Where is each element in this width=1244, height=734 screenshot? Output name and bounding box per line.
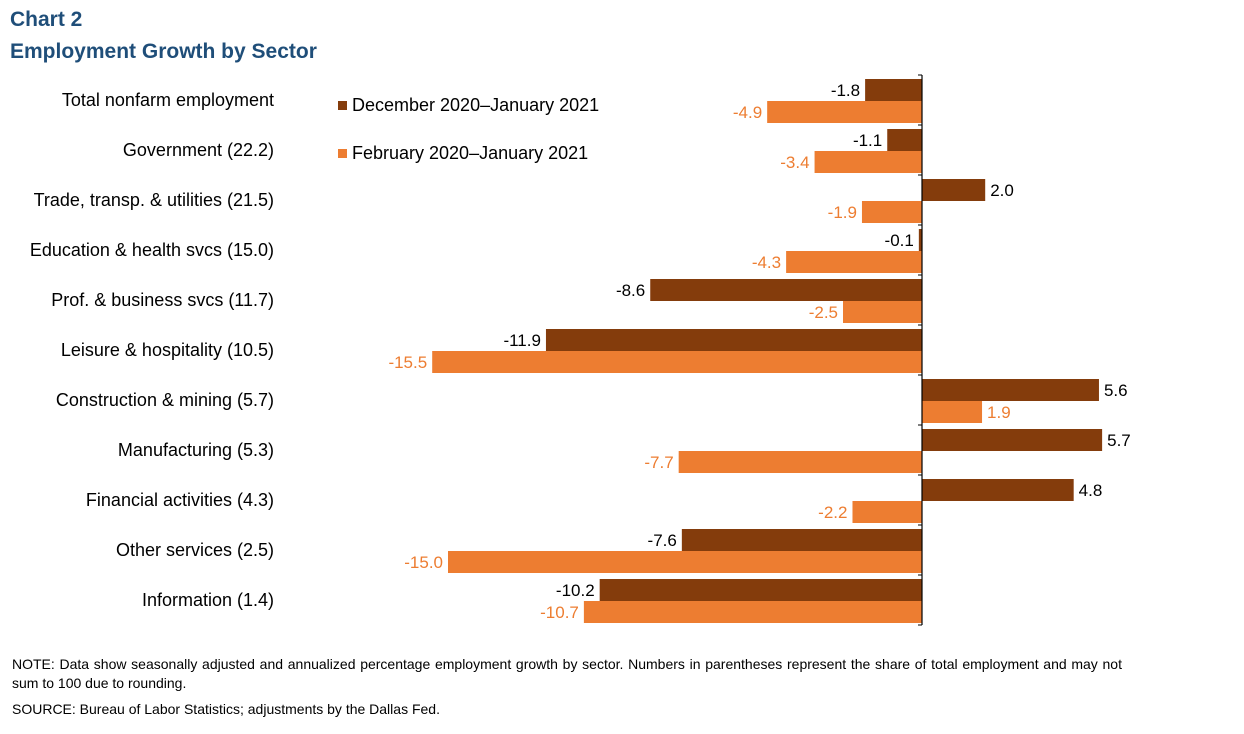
- data-label: -10.2: [556, 581, 595, 600]
- data-label: -15.0: [404, 553, 443, 572]
- data-label: -7.6: [648, 531, 677, 550]
- bar-series-1: [922, 179, 986, 201]
- data-label: 5.7: [1107, 431, 1131, 450]
- data-label: -11.9: [503, 331, 541, 350]
- legend-label: December 2020–January 2021: [352, 95, 599, 115]
- bar-chart: Total nonfarm employment -1.8 -4.9 Governme…: [30, 74, 1131, 626]
- data-label: -0.1: [885, 231, 914, 250]
- category-label: Leisure & hospitality (10.5): [61, 340, 274, 360]
- category-label: Other services (2.5): [116, 540, 274, 560]
- chart-title: Chart 2: [10, 8, 83, 31]
- data-label: 5.6: [1104, 381, 1128, 400]
- data-label: -1.1: [853, 131, 882, 150]
- data-label: -4.3: [752, 253, 781, 272]
- bar-series-1: [650, 279, 922, 301]
- category-label: Information (1.4): [142, 590, 274, 610]
- data-label: 2.0: [990, 181, 1014, 200]
- bar-series-1: [681, 529, 922, 551]
- bar-series-1: [922, 479, 1074, 501]
- category-label: Manufacturing (5.3): [118, 440, 274, 460]
- category-label: Prof. & business svcs (11.7): [51, 290, 274, 310]
- category-label: Trade, transp. & utilities (21.5): [34, 190, 274, 210]
- data-label: -10.7: [540, 603, 579, 622]
- category-label: Construction & mining (5.7): [56, 390, 274, 410]
- legend-swatch: [338, 101, 347, 110]
- bar-series-1: [599, 579, 922, 601]
- data-label: -8.6: [616, 281, 645, 300]
- data-label: -2.5: [809, 303, 838, 322]
- category-label: Government (22.2): [123, 140, 274, 160]
- data-label: -2.2: [818, 503, 847, 522]
- data-label: -1.8: [831, 81, 860, 100]
- bar-series-2: [843, 301, 922, 323]
- chart-source: SOURCE: Bureau of Labor Statistics; adju…: [12, 701, 440, 717]
- data-label: -3.4: [780, 153, 809, 172]
- bar-series-1: [887, 129, 922, 151]
- category-label: Education & health svcs (15.0): [30, 240, 274, 260]
- data-label: -1.9: [828, 203, 857, 222]
- bar-series-2: [852, 501, 922, 523]
- bar-series-2: [678, 451, 922, 473]
- data-label: -7.7: [644, 453, 673, 472]
- data-label: 4.8: [1079, 481, 1103, 500]
- bar-series-2: [448, 551, 922, 573]
- data-label: 1.9: [987, 403, 1011, 422]
- bar-series-1: [922, 379, 1099, 401]
- bar-series-1: [922, 429, 1103, 451]
- bar-series-2: [432, 351, 922, 373]
- legend-label: February 2020–January 2021: [352, 143, 588, 163]
- legend-swatch: [338, 149, 347, 158]
- category-label: Total nonfarm employment: [62, 90, 274, 110]
- category-label: Financial activities (4.3): [86, 490, 274, 510]
- bar-series-2: [814, 151, 922, 173]
- bar-series-2: [786, 251, 922, 273]
- bar-series-2: [922, 401, 983, 423]
- data-label: -4.9: [733, 103, 762, 122]
- chart-note: NOTE: Data show seasonally adjusted and …: [12, 656, 1122, 691]
- chart-subtitle: Employment Growth by Sector: [10, 40, 317, 63]
- bar-series-2: [861, 201, 922, 223]
- bar-series-2: [767, 101, 922, 123]
- bar-series-1: [545, 329, 922, 351]
- bar-series-1: [918, 229, 922, 251]
- bar-series-2: [583, 601, 922, 623]
- bar-series-1: [865, 79, 922, 101]
- data-label: -15.5: [388, 353, 427, 372]
